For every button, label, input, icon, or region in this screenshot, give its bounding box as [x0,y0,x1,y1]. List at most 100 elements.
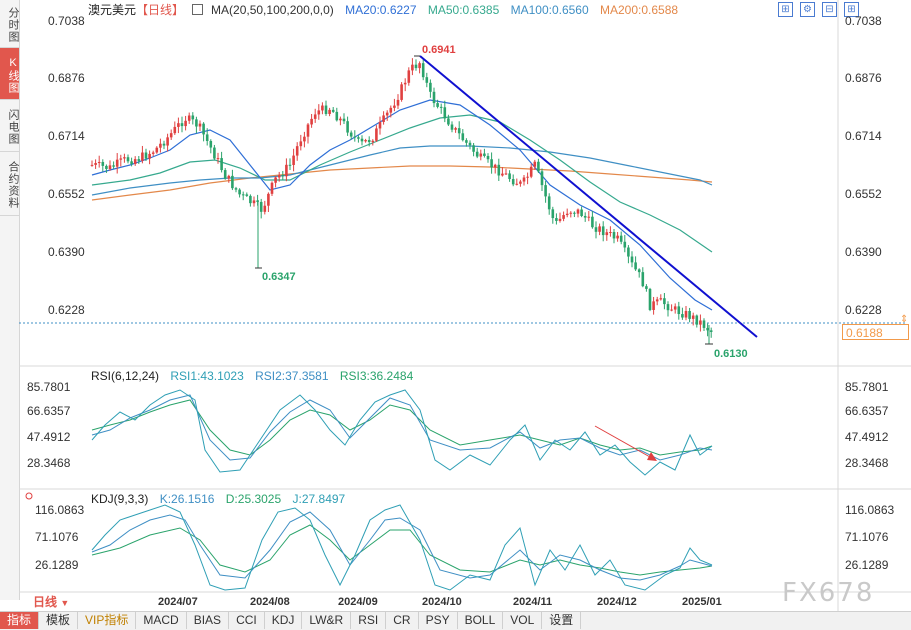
zoom-in-icon[interactable]: ⊞ [844,2,859,17]
candle-body [238,189,241,195]
candle-body [342,118,346,122]
time-tick: 2024/07 [158,596,198,608]
price-tick: 0.6228 [845,303,882,317]
candle-body [544,185,547,197]
candle-body [123,157,126,159]
tab-flash-chart[interactable]: 闪电图 [0,100,19,152]
candle-body [227,175,231,179]
tab-vip-indicators[interactable]: VIP指标 [78,612,137,629]
tab-contract-info[interactable]: 合约资料 [0,152,19,216]
period-selector[interactable]: 日线 ▼ [19,593,79,611]
recent-low-label: 0.6130 [714,348,748,360]
candle-body [403,82,407,85]
candle-body [695,315,699,325]
sun-icon[interactable] [25,492,33,500]
tab-lwr[interactable]: LW&R [302,612,352,629]
settings-icon[interactable]: ⚙ [800,2,815,17]
candle-body [421,63,425,78]
tab-timeshare[interactable]: 分时图 [0,0,19,48]
zoom-out-icon[interactable]: ⊟ [822,2,837,17]
candle-body [285,164,288,177]
candle-body [576,209,580,214]
candle-body [414,64,418,69]
rsi2-value: RSI2:37.3581 [255,369,329,383]
rsi2-line [91,394,713,461]
price-tick-left: 0.6876 [48,71,85,85]
candle-body [612,232,616,239]
candle-body [706,327,709,331]
candle-body [303,136,306,142]
candle-body [385,112,389,116]
candle-body [94,163,97,165]
candle-body [573,212,576,214]
tab-kline[interactable]: K线图 [0,48,19,100]
candle-body [375,128,378,141]
kdj-tick-left: 26.1289 [35,558,79,572]
candle-body [371,140,375,143]
candle-body [112,165,115,167]
time-tick: 2024/08 [250,596,290,608]
candle-body [558,218,562,221]
tab-psy[interactable]: PSY [419,612,458,629]
candle-body [378,121,382,129]
kdj-j-line [91,504,713,591]
tab-cci[interactable]: CCI [229,612,265,629]
candle-body [630,256,634,263]
ma-toggle-icon[interactable] [192,4,204,15]
time-tick: 2025/01 [682,596,722,608]
ma100-line [91,145,713,196]
tab-vol[interactable]: VOL [503,612,543,629]
candle-body [274,177,277,183]
period-high-label: 0.6941 [422,44,456,56]
rsi-tick: 28.3468 [845,456,889,470]
candle-body [411,64,414,71]
rsi-title: RSI(6,12,24) [91,369,160,383]
candle-body [133,159,137,164]
candle-body [162,143,166,146]
tab-bias[interactable]: BIAS [187,612,230,629]
arrow-head-icon [647,452,657,461]
candle-body [551,209,555,219]
tab-kdj[interactable]: KDJ [265,612,303,629]
candle-body [447,118,450,125]
view-tabs: 分时图 K线图 闪电图 合约资料 [0,0,20,600]
candle-body [263,205,267,212]
grid-toggle-icon[interactable]: ⊞ [778,2,793,17]
rsi-divergence-arrow [594,425,651,458]
candle-body [295,146,299,156]
tab-rsi[interactable]: RSI [351,612,387,629]
tab-indicators[interactable]: 指标 [0,612,40,629]
candle-body [400,84,403,100]
ma20-line [91,99,713,311]
candle-body [105,165,108,169]
tab-boll[interactable]: BOLL [458,612,504,629]
kdj-d-line [91,524,713,576]
candle-body [169,133,173,138]
ma20-value: MA20:0.6227 [345,3,417,17]
candle-body [659,298,663,300]
candle-body [663,298,666,305]
kdj-title: KDJ(9,3,3) [91,492,149,506]
rsi3-line [91,399,713,456]
candle-body [670,309,673,311]
tab-cr[interactable]: CR [386,612,419,629]
candle-body [148,153,151,159]
candle-body [331,109,335,112]
ma-settings: MA(20,50,100,200,0,0) [211,3,334,17]
price-tick: 0.6552 [845,187,882,201]
candle-body [281,175,285,177]
candle-body [681,314,684,318]
tab-settings[interactable]: 设置 [542,612,582,629]
chart-header: 澳元美元【日线】 MA(20,50,100,200,0,0) MA20:0.622… [88,2,686,18]
symbol-name: 澳元美元 [88,3,137,17]
candle-body [666,304,670,311]
candle-body [587,216,591,218]
tab-templates[interactable]: 模板 [39,612,79,629]
ma200-value: MA200:0.6588 [600,3,679,17]
candle-body [627,247,630,257]
kdj-j-value: J:27.8497 [292,492,346,506]
candle-body [216,158,220,160]
tab-macd[interactable]: MACD [136,612,187,629]
rsi-tick-left: 47.4912 [27,430,71,444]
price-chart-canvas[interactable]: 0.7038 0.6876 0.6714 0.6552 0.6390 0.622… [0,0,911,611]
